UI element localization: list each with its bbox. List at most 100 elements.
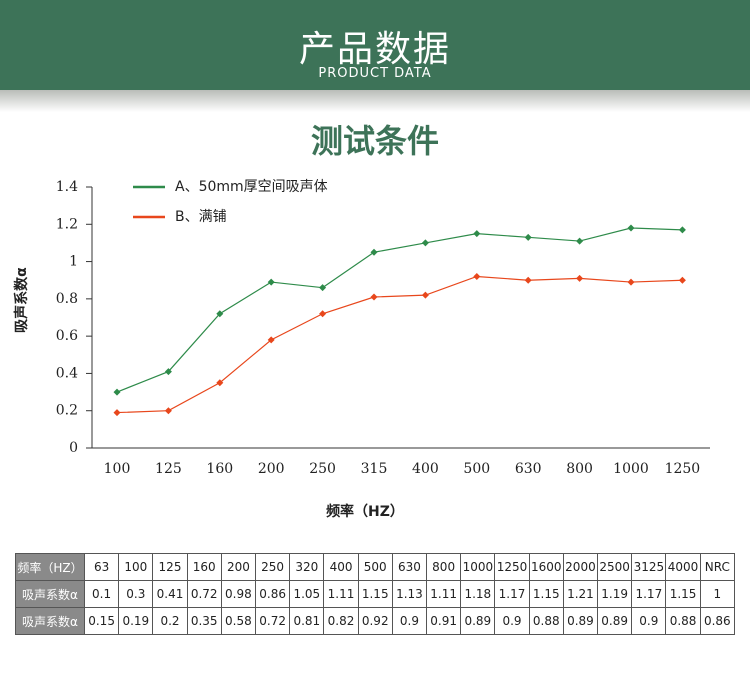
cell: 1.15 <box>528 580 564 608</box>
cell: 1.21 <box>562 580 599 608</box>
cell: 1 <box>699 580 736 608</box>
marker <box>370 248 378 256</box>
cell: 0.15 <box>83 607 120 635</box>
row-header: 频率（HZ） <box>15 553 85 581</box>
cell: 0.3 <box>118 580 154 608</box>
marker <box>216 310 224 318</box>
marker <box>576 274 584 282</box>
cell: 0.88 <box>665 607 701 635</box>
legend-label: A、50mm厚空间吸声体 <box>175 179 328 195</box>
y-tick-label: 0.8 <box>56 291 78 307</box>
cell: 0.91 <box>426 607 462 635</box>
marker <box>370 293 378 301</box>
table-row: 吸声系数α 0.15 0.19 0.2 0.35 0.58 0.72 0.81 0.82 0.92… <box>15 607 736 635</box>
cell: 160 <box>186 553 222 581</box>
cell: 0.86 <box>255 580 291 608</box>
cell: 1250 <box>494 553 530 581</box>
marker <box>421 239 429 247</box>
legend-label: B、满铺 <box>175 209 227 225</box>
marker <box>473 230 481 238</box>
marker <box>319 310 327 318</box>
marker <box>113 388 121 396</box>
y-tick-label: 1 <box>69 254 78 270</box>
cell: 0.58 <box>220 607 257 635</box>
marker <box>164 368 172 376</box>
header-shadow <box>0 90 750 112</box>
x-axis-label: 频率（HZ） <box>326 503 404 520</box>
series-line <box>116 275 683 414</box>
cell: 0.81 <box>289 607 325 635</box>
marker <box>678 226 686 234</box>
cell: 0.9 <box>631 607 667 635</box>
cell: 400 <box>323 553 359 581</box>
cell: 1.18 <box>460 580 496 608</box>
cell: 1.19 <box>597 580 633 608</box>
data-table: 频率（HZ） 63 100 125 160 200 250 320 400 500 630 800 10… <box>15 553 736 635</box>
cell: 0.9 <box>494 607 530 635</box>
x-tick-label: 400 <box>412 461 439 477</box>
marker <box>164 407 172 415</box>
row-header: 吸声系数α <box>15 580 85 608</box>
row-header: 吸声系数α <box>15 607 85 635</box>
x-tick-label: 100 <box>104 461 131 477</box>
cell: 1000 <box>460 553 496 581</box>
cell: 0.86 <box>699 607 736 635</box>
cell: 4000 <box>665 553 701 581</box>
marker <box>678 276 686 284</box>
x-tick-label: 630 <box>515 461 542 477</box>
marker <box>627 224 635 232</box>
cell: 0.92 <box>357 607 393 635</box>
x-tick-label: 250 <box>309 461 336 477</box>
marker <box>216 379 224 387</box>
cell: NRC <box>699 553 736 581</box>
marker <box>113 409 121 417</box>
cell: 0.41 <box>152 580 188 608</box>
cell: 0.89 <box>460 607 496 635</box>
cell: 250 <box>255 553 291 581</box>
cell: 800 <box>426 553 462 581</box>
cell: 0.72 <box>186 580 222 608</box>
cell: 500 <box>357 553 393 581</box>
x-tick-label: 1250 <box>665 461 701 477</box>
cell: 0.88 <box>528 607 564 635</box>
cell: 0.82 <box>323 607 359 635</box>
x-tick-label: 125 <box>155 461 182 477</box>
y-tick-label: 0 <box>69 440 78 456</box>
x-tick-label: 200 <box>258 461 285 477</box>
section-title: 测试条件 <box>310 122 439 160</box>
cell: 2000 <box>562 553 599 581</box>
cell: 0.1 <box>83 580 120 608</box>
y-tick-label: 0.4 <box>56 365 78 381</box>
marker <box>576 237 584 245</box>
header-title: 产品数据 <box>298 29 451 70</box>
cell: 1.13 <box>391 580 428 608</box>
table-row: 吸声系数α 0.1 0.3 0.41 0.72 0.98 0.86 1.05 1.11 1.15 1… <box>15 580 736 608</box>
y-tick-label: 1.2 <box>56 216 78 232</box>
x-tick-label: 500 <box>463 461 490 477</box>
cell: 0.35 <box>186 607 222 635</box>
header-band <box>0 0 750 90</box>
x-tick-label: 160 <box>206 461 233 477</box>
cell: 1.17 <box>631 580 667 608</box>
cell: 100 <box>118 553 154 581</box>
x-tick-label: 800 <box>566 461 593 477</box>
x-tick-label: 315 <box>361 461 388 477</box>
marker <box>473 272 481 280</box>
cell: 1.11 <box>323 580 359 608</box>
cell: 1.15 <box>357 580 393 608</box>
cell: 0.9 <box>391 607 428 635</box>
marker <box>319 284 327 292</box>
chart: 吸声系数α 频率（HZ） 0 0.2 0.4 0.6 0.8 1 1.2 1.4 100 125 1… <box>13 179 710 520</box>
marker <box>267 278 275 286</box>
cell: 1.05 <box>289 580 325 608</box>
marker <box>421 291 429 299</box>
cell: 0.98 <box>220 580 257 608</box>
marker <box>524 276 532 284</box>
cell: 1.11 <box>426 580 462 608</box>
cell: 1.15 <box>665 580 701 608</box>
header-subtitle: PRODUCT DATA <box>318 66 432 81</box>
series-line <box>116 227 683 393</box>
cell: 320 <box>289 553 325 581</box>
cell: 0.72 <box>255 607 291 635</box>
